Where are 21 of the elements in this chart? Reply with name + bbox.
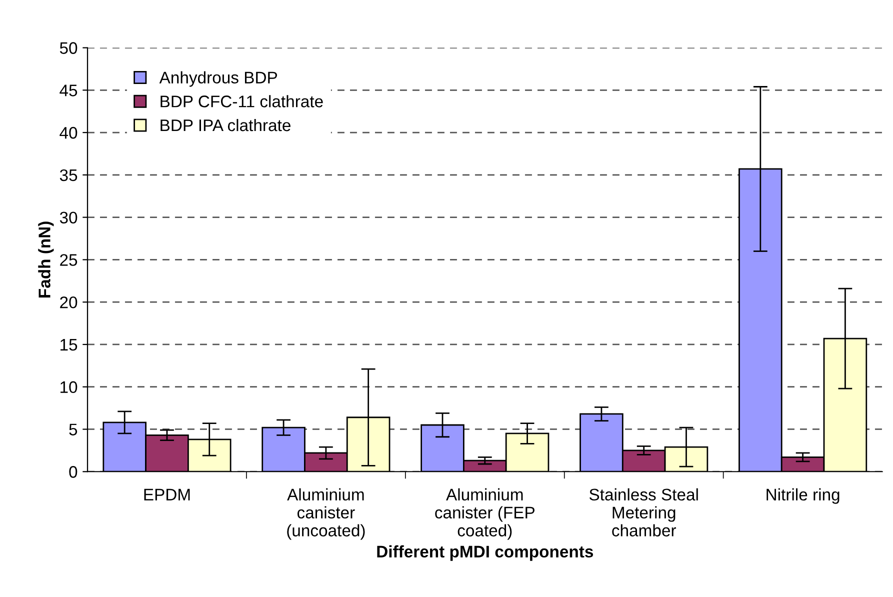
legend-label: Anhydrous BDP (159, 71, 278, 87)
legend-label: BDP CFC-11 clathrate (160, 95, 323, 108)
y-tick-label: 5 (69, 424, 78, 436)
y-axis-title: Fadh (nN) (38, 222, 54, 298)
y-tick-label: 20 (60, 296, 78, 308)
y-tick-label: 35 (60, 169, 78, 182)
x-tick-label: Aluminium canister (FEP coated) (435, 488, 534, 540)
y-tick-label: 0 (69, 466, 78, 478)
y-tick-label: 25 (60, 254, 78, 266)
y-tick-label: 15 (60, 339, 78, 351)
y-tick-label: 40 (60, 126, 78, 139)
y-tick-label: 50 (60, 42, 78, 54)
y-tick-label: 10 (60, 381, 78, 394)
y-tick-label: 30 (60, 212, 78, 224)
x-tick-label: Stainless Steal Metering chamber (589, 488, 698, 536)
x-tick-label: Nitrile ring (766, 488, 840, 504)
x-tick-label: Aluminium canister (uncoated) (287, 488, 365, 540)
y-tick-label: 45 (60, 84, 78, 96)
x-tick-label: EPDM (144, 488, 190, 500)
legend-label: BDP IPA clathrate (160, 118, 290, 132)
x-axis-title: Different pMDI components (377, 545, 594, 561)
